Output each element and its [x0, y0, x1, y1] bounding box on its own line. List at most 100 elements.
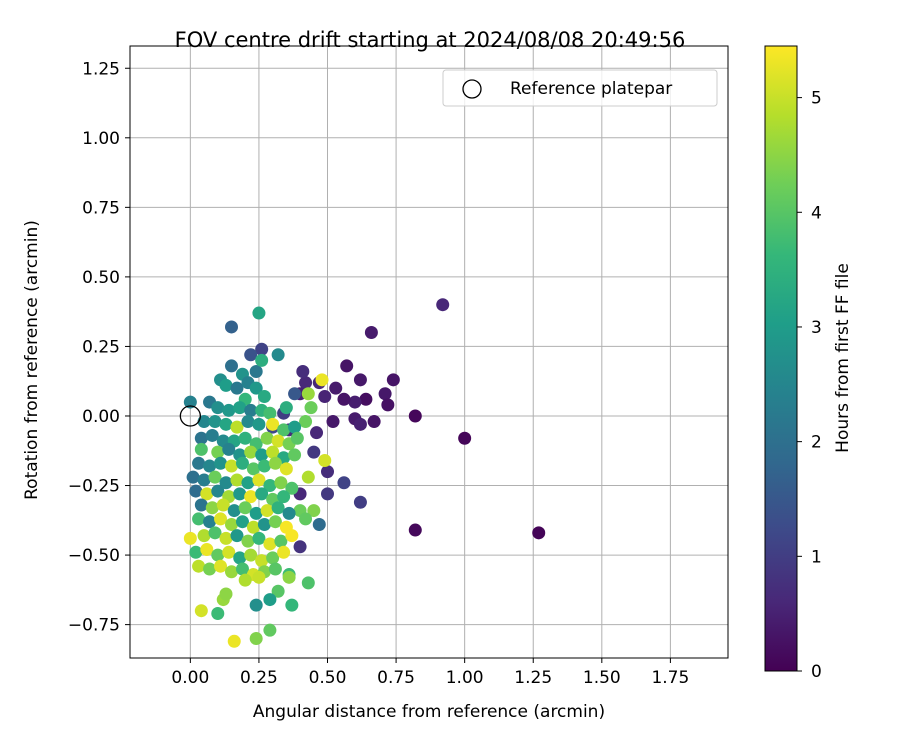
y-tick-label: 0.00 [82, 407, 120, 427]
legend-reference-marker [462, 79, 482, 99]
data-point [353, 373, 367, 387]
data-point [194, 442, 208, 456]
data-point [257, 459, 271, 473]
data-point [255, 353, 269, 367]
data-point [211, 548, 225, 562]
data-point [219, 476, 233, 490]
data-point [255, 448, 269, 462]
data-point [263, 479, 277, 493]
x-tick-label: 0.75 [377, 668, 415, 688]
data-point [285, 529, 299, 543]
y-axis-label: Rotation from reference (arcmin) [22, 220, 42, 500]
data-points [179, 298, 546, 648]
data-point [458, 431, 472, 445]
legend-box [442, 69, 718, 107]
data-point [364, 326, 378, 340]
data-point [244, 445, 258, 459]
data-point [194, 431, 208, 445]
data-point [246, 462, 260, 476]
data-point [197, 415, 211, 429]
data-point [271, 501, 285, 515]
data-point [381, 398, 395, 412]
data-point [252, 417, 266, 431]
colorbar-tick-label: 1 [811, 547, 822, 567]
reference-platepar-marker [179, 405, 201, 427]
data-point [238, 573, 252, 587]
data-point [290, 431, 304, 445]
legend: Reference platepar [442, 69, 718, 107]
data-point [238, 431, 252, 445]
data-point [244, 403, 258, 417]
data-point [367, 415, 381, 429]
data-point [203, 562, 217, 576]
y-tick-label: −0.75 [68, 616, 120, 636]
data-point [233, 487, 247, 501]
data-point [304, 401, 318, 415]
data-point [408, 523, 422, 537]
data-point [252, 531, 266, 545]
data-point [268, 456, 282, 470]
y-tick-label: 1.25 [82, 59, 120, 79]
x-tick-label: 1.75 [651, 668, 689, 688]
data-point [211, 401, 225, 415]
plot-frame [129, 45, 729, 659]
data-point [260, 431, 274, 445]
data-point [312, 517, 326, 531]
data-point [244, 348, 258, 362]
data-point [353, 417, 367, 431]
data-point [307, 445, 321, 459]
data-point [249, 364, 263, 378]
data-point [266, 551, 280, 565]
data-point [277, 545, 291, 559]
x-tick-label: 0.25 [240, 668, 278, 688]
colorbar-tick-label: 2 [811, 433, 822, 453]
data-point [200, 543, 214, 557]
data-point [277, 423, 291, 437]
data-point [233, 551, 247, 565]
colorbar-tick-label: 5 [811, 89, 822, 109]
data-point [241, 476, 255, 490]
data-point [224, 517, 238, 531]
data-point [205, 501, 219, 515]
data-point [408, 409, 422, 423]
data-point [192, 559, 206, 573]
data-point [301, 387, 315, 401]
data-point [224, 565, 238, 579]
data-point [282, 570, 296, 584]
data-point [301, 470, 315, 484]
y-tick-label: −0.25 [68, 477, 120, 497]
data-point [268, 562, 282, 576]
data-point [299, 512, 313, 526]
data-point [230, 381, 244, 395]
data-point [233, 401, 247, 415]
data-point [230, 473, 244, 487]
data-point [194, 604, 208, 618]
data-point [282, 506, 296, 520]
colorbar: 0 1 2 3 4 5 Hours from first FF file [764, 45, 853, 682]
data-point [211, 445, 225, 459]
data-point [211, 606, 225, 620]
data-point [252, 570, 266, 584]
data-point [266, 445, 280, 459]
data-point [214, 512, 228, 526]
data-point [224, 320, 238, 334]
data-point [288, 448, 302, 462]
data-point [263, 623, 277, 637]
data-point [263, 593, 277, 607]
data-point [386, 373, 400, 387]
data-point [315, 373, 329, 387]
data-point [219, 531, 233, 545]
data-point [227, 504, 241, 518]
data-point [219, 587, 233, 601]
data-point [310, 426, 324, 440]
data-point [197, 473, 211, 487]
data-point [235, 456, 249, 470]
data-point [301, 576, 315, 590]
colorbar-gradient [764, 45, 798, 672]
x-tick-label: 1.50 [583, 668, 621, 688]
data-point [532, 526, 546, 540]
data-point [277, 490, 291, 504]
data-point [274, 534, 288, 548]
data-point [192, 456, 206, 470]
